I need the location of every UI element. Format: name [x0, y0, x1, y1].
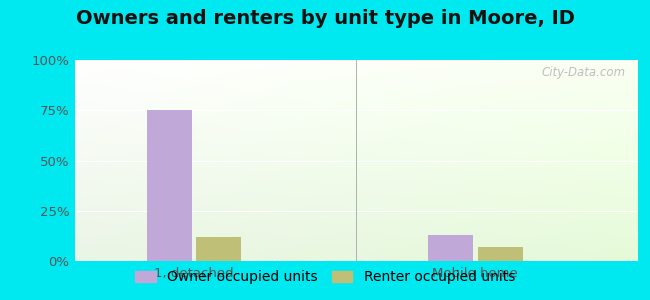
- Bar: [147, 110, 192, 261]
- Bar: [196, 237, 241, 261]
- Bar: [478, 247, 523, 261]
- Text: Owners and renters by unit type in Moore, ID: Owners and renters by unit type in Moore…: [75, 9, 575, 28]
- Text: City-Data.com: City-Data.com: [541, 66, 626, 79]
- Bar: [428, 235, 473, 261]
- Legend: Owner occupied units, Renter occupied units: Owner occupied units, Renter occupied un…: [129, 265, 521, 290]
